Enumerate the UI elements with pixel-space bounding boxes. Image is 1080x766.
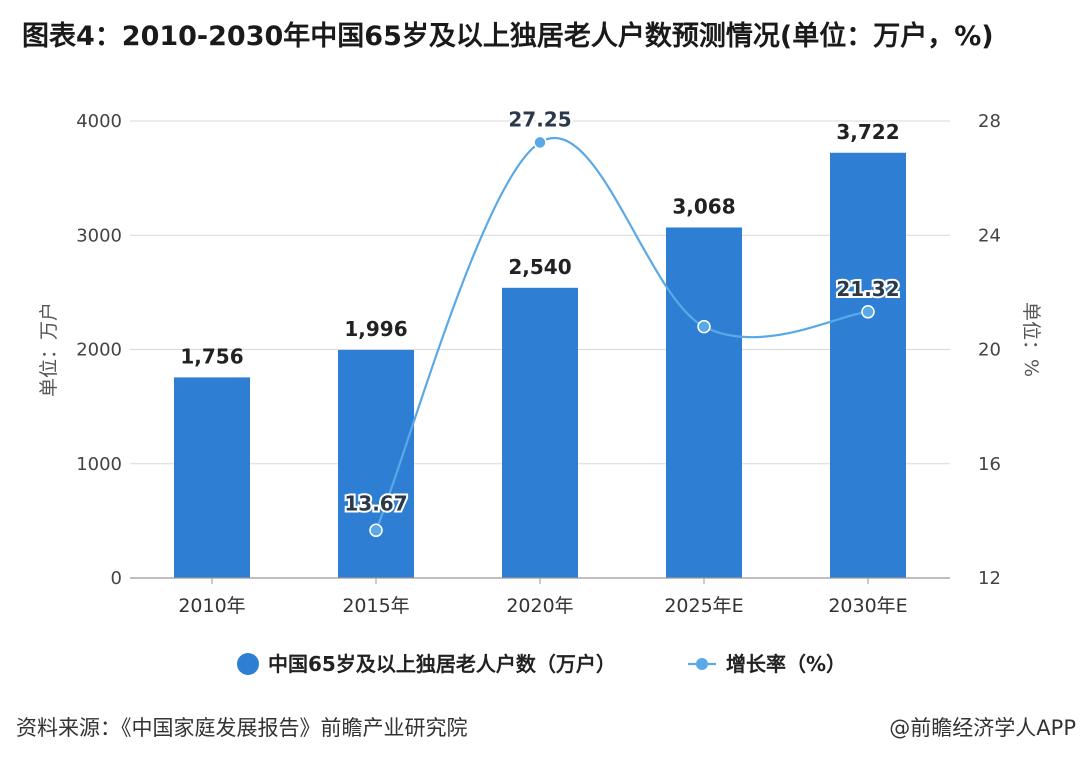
- axes: 0 1000 2000 3000 4000 12 16 20 24 28 单位：万户 单位：% 2010…: [38, 111, 1042, 617]
- growth-point: [369, 523, 383, 538]
- x-tick-label: 2015年: [342, 595, 409, 617]
- data-labels: 1,756 1,996 2,540 3,068 3,722 13.67 27.25 21.32: [180, 105, 901, 517]
- bar: [830, 152, 906, 578]
- y-right-tick-label: 28: [978, 111, 1001, 132]
- legend-bar-label: 中国65岁及以上独居老人户数（万户）: [268, 652, 616, 676]
- bar-value-label: 3,068: [672, 194, 735, 218]
- chart-title: 图表4：2010-2030年中国65岁及以上独居老人户数预测情况(单位：万户，%…: [22, 21, 994, 52]
- growth-line: [369, 135, 875, 538]
- y-right-axis-title: 单位：%: [1020, 302, 1042, 377]
- growth-value-label: 27.25: [508, 107, 571, 131]
- y-right-tick-label: 12: [978, 568, 1001, 589]
- legend: 中国65岁及以上独居老人户数（万户） 增长率（%）: [237, 652, 846, 676]
- x-tick-label: 2030年E: [828, 595, 907, 617]
- bar: [502, 287, 578, 578]
- bars: [174, 152, 906, 578]
- bar: [666, 227, 742, 578]
- x-tick-label: 2020年: [506, 595, 573, 617]
- bar-value-label: 1,996: [344, 317, 407, 341]
- credit-note: @前瞻经济学人APP: [889, 716, 1076, 740]
- chart-svg: 1,756 1,996 2,540 3,068 3,722 13.67 27.25 21.32…: [38, 105, 1042, 676]
- y-left-tick-label: 1000: [76, 454, 122, 475]
- legend-line-label: 增长率（%）: [726, 652, 846, 676]
- bar: [338, 349, 414, 578]
- growth-point: [697, 319, 711, 334]
- y-left-tick-label: 3000: [76, 225, 122, 246]
- legend-line-marker: [696, 658, 708, 670]
- growth-point: [533, 135, 547, 150]
- growth-value-label: 13.67: [344, 491, 407, 515]
- y-left-tick-label: 0: [111, 568, 122, 589]
- y-left-tick-label: 4000: [76, 111, 122, 132]
- bar-value-label: 2,540: [508, 255, 571, 279]
- legend-bar-swatch: [237, 653, 259, 675]
- growth-line-path: [374, 137, 869, 531]
- growth-value-label: 21.32: [836, 277, 899, 301]
- bar: [174, 377, 250, 578]
- y-left-tick-label: 2000: [76, 340, 122, 361]
- y-left-axis-title: 单位：万户: [38, 302, 60, 397]
- bar-value-label: 1,756: [180, 344, 243, 368]
- y-right-tick-label: 20: [978, 340, 1001, 361]
- bar-value-label: 3,722: [836, 120, 899, 144]
- y-right-tick-label: 16: [978, 454, 1001, 475]
- x-tick-label: 2010年: [178, 595, 245, 617]
- y-right-tick-label: 24: [978, 225, 1001, 246]
- growth-point: [861, 305, 875, 319]
- x-tick-label: 2025年E: [664, 595, 743, 617]
- source-note: 资料来源：《中国家庭发展报告》前瞻产业研究院: [16, 716, 468, 740]
